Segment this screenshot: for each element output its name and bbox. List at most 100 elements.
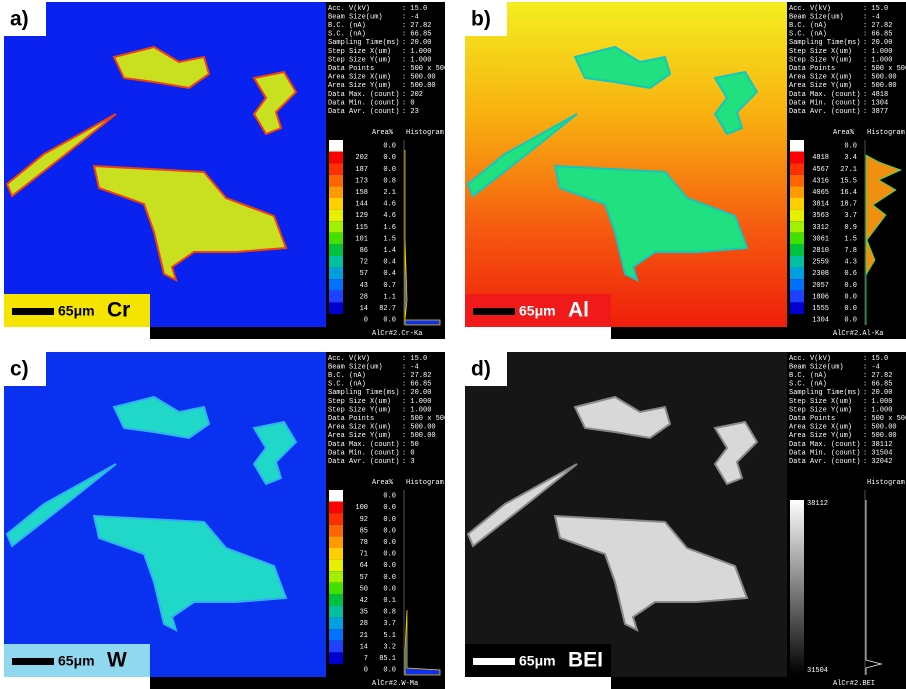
legend-header: Histogram [406, 479, 444, 487]
panel: AlCr#2.BEIAcc. V(kV): 15.0Beam Size(um):… [465, 352, 906, 689]
param-value: : 66.85 [402, 381, 431, 389]
param-name: Data Points [328, 65, 374, 73]
level-value: 71 [360, 551, 368, 559]
footer-text: AlCr#2.Cr-Ka [372, 330, 422, 338]
level-value: 42 [360, 597, 368, 605]
param-value: : 202 [402, 91, 423, 99]
param-name: Data Avr. (count) [328, 458, 399, 466]
param-value: : 1.000 [863, 398, 892, 406]
param-value: : 1.000 [863, 48, 892, 56]
param-name: Data Min. (count) [328, 99, 399, 107]
level-value: 3563 [812, 212, 829, 220]
area-percent: 0.9 [844, 224, 857, 232]
legend-swatch [329, 583, 343, 595]
param-name: Data Max. (count) [328, 441, 399, 449]
area-percent: 0.0 [844, 305, 857, 313]
param-name: Step Size X(um) [789, 48, 852, 56]
legend-swatch [329, 652, 343, 664]
param-value: : 500.00 [402, 74, 436, 82]
level-value: 14 [360, 643, 368, 651]
param-name: Step Size X(um) [328, 48, 391, 56]
param-value: : 1.000 [863, 406, 892, 414]
footer-text: AlCr#2.Al-Ka [833, 330, 883, 338]
param-name: Area Size Y(um) [789, 432, 852, 440]
param-value: : 500.00 [402, 432, 436, 440]
param-name: Sampling Time(ms) [789, 389, 860, 397]
legend-swatch [790, 268, 804, 280]
legend-swatch [329, 594, 343, 606]
element-label: Al [568, 299, 589, 322]
level-value: 202 [355, 154, 368, 162]
level-value: 100 [355, 504, 368, 512]
gray-min: 31504 [807, 667, 828, 675]
level-value: 72 [360, 259, 368, 267]
param-name: S.C. (nA) [328, 31, 366, 39]
param-value: : 1.000 [402, 48, 431, 56]
param-value: : 3877 [863, 108, 888, 116]
param-name: B.C. (nA) [789, 22, 827, 30]
level-value: 21 [360, 632, 368, 640]
legend-swatch [790, 302, 804, 314]
param-value: : 31504 [863, 449, 892, 457]
param-value: : 15.0 [863, 5, 888, 13]
legend-swatch [329, 163, 343, 175]
legend-header: Histogram [867, 129, 905, 137]
element-label: Cr [107, 299, 130, 322]
area-percent: 3.2 [383, 643, 396, 651]
area-percent: 0.0 [383, 585, 396, 593]
param-name: Data Points [789, 65, 835, 73]
param-name: Step Size Y(um) [789, 406, 852, 414]
area-percent: 0.0 [383, 667, 396, 675]
area-percent: 0.0 [383, 154, 396, 162]
param-value: : 500 x 500 [402, 415, 448, 423]
scale-bar [12, 658, 54, 665]
area-percent: 0.0 [844, 317, 857, 325]
param-value: : 20.00 [402, 39, 431, 47]
legend-swatch [790, 210, 804, 222]
param-value: : 500 x 500 [863, 65, 906, 73]
level-value: 35 [360, 609, 368, 617]
param-value: : 38112 [863, 441, 892, 449]
param-name: Step Size Y(um) [789, 56, 852, 64]
gray-scale [790, 500, 804, 675]
param-name: B.C. (nA) [789, 372, 827, 380]
param-value: : -4 [863, 13, 880, 21]
param-value: : 20.00 [402, 389, 431, 397]
param-name: B.C. (nA) [328, 22, 366, 30]
legend-swatch [329, 513, 343, 525]
param-name: Data Min. (count) [789, 449, 860, 457]
legend-swatch [790, 279, 804, 291]
legend-swatch [329, 536, 343, 548]
level-value: 78 [360, 539, 368, 547]
panel-label: d) [471, 358, 491, 381]
element-label: BEI [568, 649, 603, 672]
legend-header: Area% [372, 129, 394, 137]
param-value: : 66.85 [402, 31, 431, 39]
level-value: 50 [360, 585, 368, 593]
level-value: 3061 [812, 235, 829, 243]
area-percent: 82.7 [379, 305, 396, 313]
panel-label: a) [10, 8, 29, 31]
level-value: 7 [364, 655, 368, 663]
area-percent: 0.0 [383, 504, 396, 512]
level-value: 92 [360, 516, 368, 524]
level-value: 2308 [812, 270, 829, 278]
level-value: 64 [360, 562, 368, 570]
area-percent: 1.1 [383, 293, 396, 301]
area-percent: 1.5 [844, 235, 857, 243]
param-name: Acc. V(kV) [328, 5, 370, 13]
legend-swatch [790, 198, 804, 210]
legend-swatch [329, 279, 343, 291]
param-name: Area Size Y(um) [328, 82, 391, 90]
param-name: Data Avr. (count) [789, 458, 860, 466]
scale-bar [473, 308, 515, 315]
area-percent: 1.4 [383, 247, 396, 255]
legend-swatch [329, 198, 343, 210]
area-percent: 0.4 [383, 270, 396, 278]
param-name: Data Min. (count) [328, 449, 399, 457]
param-name: Data Max. (count) [789, 441, 860, 449]
legend-swatch [329, 560, 343, 572]
area-percent: 0.0 [383, 516, 396, 524]
legend-swatch [329, 291, 343, 303]
